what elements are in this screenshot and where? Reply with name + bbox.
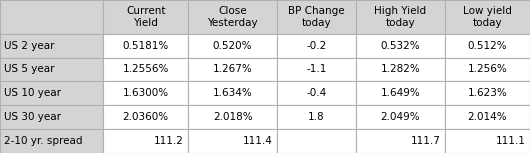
Text: US 10 year: US 10 year bbox=[4, 88, 61, 98]
Text: 1.634%: 1.634% bbox=[213, 88, 252, 98]
Text: 2.049%: 2.049% bbox=[381, 112, 420, 122]
Text: US 2 year: US 2 year bbox=[4, 41, 55, 51]
Bar bbox=[103, 0, 189, 34]
Bar bbox=[277, 105, 356, 129]
Bar bbox=[445, 0, 530, 34]
Bar bbox=[277, 129, 356, 153]
Text: High Yield
today: High Yield today bbox=[374, 6, 427, 28]
Bar bbox=[356, 129, 445, 153]
Bar bbox=[277, 58, 356, 81]
Bar bbox=[356, 81, 445, 105]
Text: 2.018%: 2.018% bbox=[213, 112, 252, 122]
Bar bbox=[445, 129, 530, 153]
Bar bbox=[277, 0, 356, 34]
Bar bbox=[189, 105, 277, 129]
Text: 1.256%: 1.256% bbox=[467, 64, 507, 75]
Bar bbox=[356, 58, 445, 81]
Bar bbox=[0, 58, 103, 81]
Bar bbox=[445, 105, 530, 129]
Text: 111.7: 111.7 bbox=[410, 136, 440, 146]
Bar bbox=[445, 81, 530, 105]
Text: 0.5181%: 0.5181% bbox=[122, 41, 169, 51]
Text: 1.267%: 1.267% bbox=[213, 64, 252, 75]
Bar bbox=[445, 34, 530, 58]
Text: US 30 year: US 30 year bbox=[4, 112, 61, 122]
Text: Low yield
today: Low yield today bbox=[463, 6, 512, 28]
Bar bbox=[103, 105, 189, 129]
Text: Current
Yield: Current Yield bbox=[126, 6, 165, 28]
Bar bbox=[277, 81, 356, 105]
Text: US 5 year: US 5 year bbox=[4, 64, 55, 75]
Bar bbox=[445, 58, 530, 81]
Bar bbox=[189, 34, 277, 58]
Text: 111.2: 111.2 bbox=[154, 136, 184, 146]
Bar bbox=[189, 58, 277, 81]
Text: 2.014%: 2.014% bbox=[467, 112, 507, 122]
Text: 111.1: 111.1 bbox=[496, 136, 526, 146]
Text: 1.649%: 1.649% bbox=[381, 88, 420, 98]
Text: 0.520%: 0.520% bbox=[213, 41, 252, 51]
Text: BP Change
today: BP Change today bbox=[288, 6, 345, 28]
Text: 1.8: 1.8 bbox=[308, 112, 325, 122]
Bar bbox=[0, 34, 103, 58]
Bar bbox=[103, 58, 189, 81]
Text: 0.512%: 0.512% bbox=[467, 41, 507, 51]
Bar bbox=[0, 129, 103, 153]
Text: -1.1: -1.1 bbox=[306, 64, 326, 75]
Text: 1.623%: 1.623% bbox=[467, 88, 507, 98]
Bar bbox=[103, 34, 189, 58]
Bar bbox=[189, 0, 277, 34]
Text: Close
Yesterday: Close Yesterday bbox=[207, 6, 258, 28]
Text: 2-10 yr. spread: 2-10 yr. spread bbox=[4, 136, 83, 146]
Text: 1.2556%: 1.2556% bbox=[122, 64, 169, 75]
Bar bbox=[103, 129, 189, 153]
Bar bbox=[356, 34, 445, 58]
Text: 1.282%: 1.282% bbox=[381, 64, 420, 75]
Bar bbox=[0, 0, 103, 34]
Bar bbox=[189, 129, 277, 153]
Bar bbox=[103, 81, 189, 105]
Bar bbox=[277, 34, 356, 58]
Text: 2.0360%: 2.0360% bbox=[122, 112, 169, 122]
Text: -0.2: -0.2 bbox=[306, 41, 326, 51]
Bar bbox=[0, 105, 103, 129]
Text: 1.6300%: 1.6300% bbox=[122, 88, 169, 98]
Text: 0.532%: 0.532% bbox=[381, 41, 420, 51]
Bar bbox=[356, 0, 445, 34]
Bar bbox=[189, 81, 277, 105]
Bar bbox=[356, 105, 445, 129]
Text: 111.4: 111.4 bbox=[243, 136, 272, 146]
Text: -0.4: -0.4 bbox=[306, 88, 326, 98]
Bar bbox=[0, 81, 103, 105]
